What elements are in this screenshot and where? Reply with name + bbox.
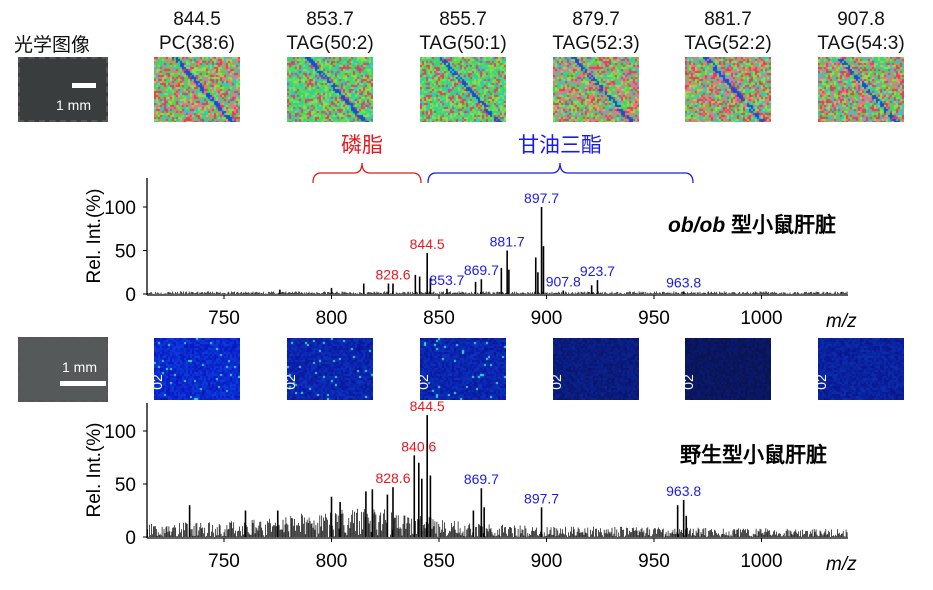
- title-italic: ob/ob: [668, 214, 725, 237]
- ion-image-wt: [287, 338, 373, 400]
- ion-image-obob: [818, 57, 904, 122]
- ion-name: PC(38:6): [158, 33, 236, 54]
- x-tick-label: 950: [638, 551, 670, 572]
- peak-label: 923.7: [580, 263, 615, 279]
- y-tick-label: 100: [104, 422, 136, 443]
- x-tick-label: 1000: [740, 308, 782, 329]
- ion-image-wt: [420, 338, 506, 400]
- ion-mz: 853.7: [306, 9, 354, 30]
- peak-label: 869.7: [464, 262, 499, 278]
- y-tick-label: 50: [115, 242, 136, 263]
- title-rest: 型小鼠肝脏: [725, 213, 836, 237]
- optical-image-label: 光学图像: [14, 35, 91, 56]
- peak-label: 897.7: [524, 190, 559, 206]
- peak-label: 963.8: [666, 483, 701, 499]
- chart-title: 野生型小鼠肝脏: [680, 443, 827, 467]
- peak-label: 869.7: [464, 471, 499, 487]
- triglyceride-label: 甘油三酯: [518, 134, 602, 157]
- ion-name: TAG(50:1): [419, 33, 507, 54]
- peak-label: 840.6: [401, 438, 436, 454]
- x-tick-label: 850: [423, 551, 455, 572]
- ion-label: 844.5 PC(38:6): [132, 8, 262, 56]
- peak-label: 828.6: [375, 267, 410, 283]
- peak-label: 853.7: [429, 272, 464, 288]
- optical-image-obob: 1 mm: [18, 57, 108, 122]
- ion-mz: 844.5: [173, 9, 221, 30]
- ion-image-obob: [553, 57, 639, 122]
- y-tick-label: 100: [104, 198, 136, 219]
- phospholipid-label: 磷脂: [341, 134, 383, 157]
- ion-label: 855.7 TAG(50:1): [398, 8, 528, 56]
- x-axis-label: m/z: [826, 311, 857, 332]
- y-tick-label: 50: [115, 475, 136, 496]
- x-tick-label: 1000: [740, 551, 782, 572]
- ion-label: 881.7 TAG(52:2): [663, 8, 793, 56]
- ion-label: 879.7 TAG(52:3): [531, 8, 661, 56]
- phospholipid-bracket: [312, 162, 422, 184]
- chart-title: ob/ob 型小鼠肝脏: [668, 213, 836, 237]
- spectrum-baseline: [147, 508, 848, 537]
- ion-mz: 855.7: [439, 9, 487, 30]
- ion-label: 853.7 TAG(50:2): [265, 8, 395, 56]
- x-tick-label: 950: [638, 308, 670, 329]
- x-tick-label: 900: [531, 308, 563, 329]
- ion-name: TAG(50:2): [286, 33, 374, 54]
- ion-mz: 907.8: [837, 9, 885, 30]
- ion-name: TAG(54:3): [817, 33, 905, 54]
- ion-image-wt: [154, 338, 240, 400]
- peak-label: 907.8: [546, 274, 581, 290]
- scale-label: 1 mm: [56, 97, 91, 113]
- y-axis-label: Rel. Int.(%): [84, 188, 105, 283]
- x-tick-label: 750: [208, 308, 240, 329]
- peak-label: 844.5: [410, 398, 445, 414]
- ion-mz: 881.7: [704, 9, 752, 30]
- x-tick-label: 850: [423, 308, 455, 329]
- ion-label: 907.8 TAG(54:3): [796, 8, 926, 56]
- y-tick-label: 0: [125, 528, 136, 549]
- ion-image-wt: [553, 338, 639, 400]
- spectrum-baseline: [147, 291, 848, 294]
- scale-label: 1 mm: [62, 359, 97, 375]
- ion-image-wt: [818, 338, 904, 400]
- scale-bar: [60, 381, 106, 386]
- y-axis-label: Rel. Int.(%): [84, 422, 105, 517]
- ion-image-obob: [685, 57, 771, 122]
- ion-name: TAG(52:3): [552, 33, 640, 54]
- triglyceride-bracket: [427, 162, 694, 184]
- x-tick-label: 800: [316, 308, 348, 329]
- ion-mz: 879.7: [572, 9, 620, 30]
- optical-image-wildtype: 1 mm: [18, 337, 108, 402]
- y-tick-label: 0: [125, 285, 136, 306]
- x-axis-label: m/z: [826, 554, 857, 575]
- peak-label: 844.5: [410, 236, 445, 252]
- peak-label: 828.6: [375, 470, 410, 486]
- peak-label: 963.8: [666, 274, 701, 290]
- peak-label: 897.7: [524, 490, 559, 506]
- ion-image-obob: [154, 57, 240, 122]
- ion-image-wt: [685, 338, 771, 400]
- x-tick-label: 900: [531, 551, 563, 572]
- ion-image-obob: [287, 57, 373, 122]
- ion-image-obob: [420, 57, 506, 122]
- x-tick-label: 750: [208, 551, 240, 572]
- ion-name: TAG(52:2): [684, 33, 772, 54]
- peak-label: 881.7: [490, 234, 525, 250]
- scale-bar: [72, 83, 96, 88]
- x-tick-label: 800: [316, 551, 348, 572]
